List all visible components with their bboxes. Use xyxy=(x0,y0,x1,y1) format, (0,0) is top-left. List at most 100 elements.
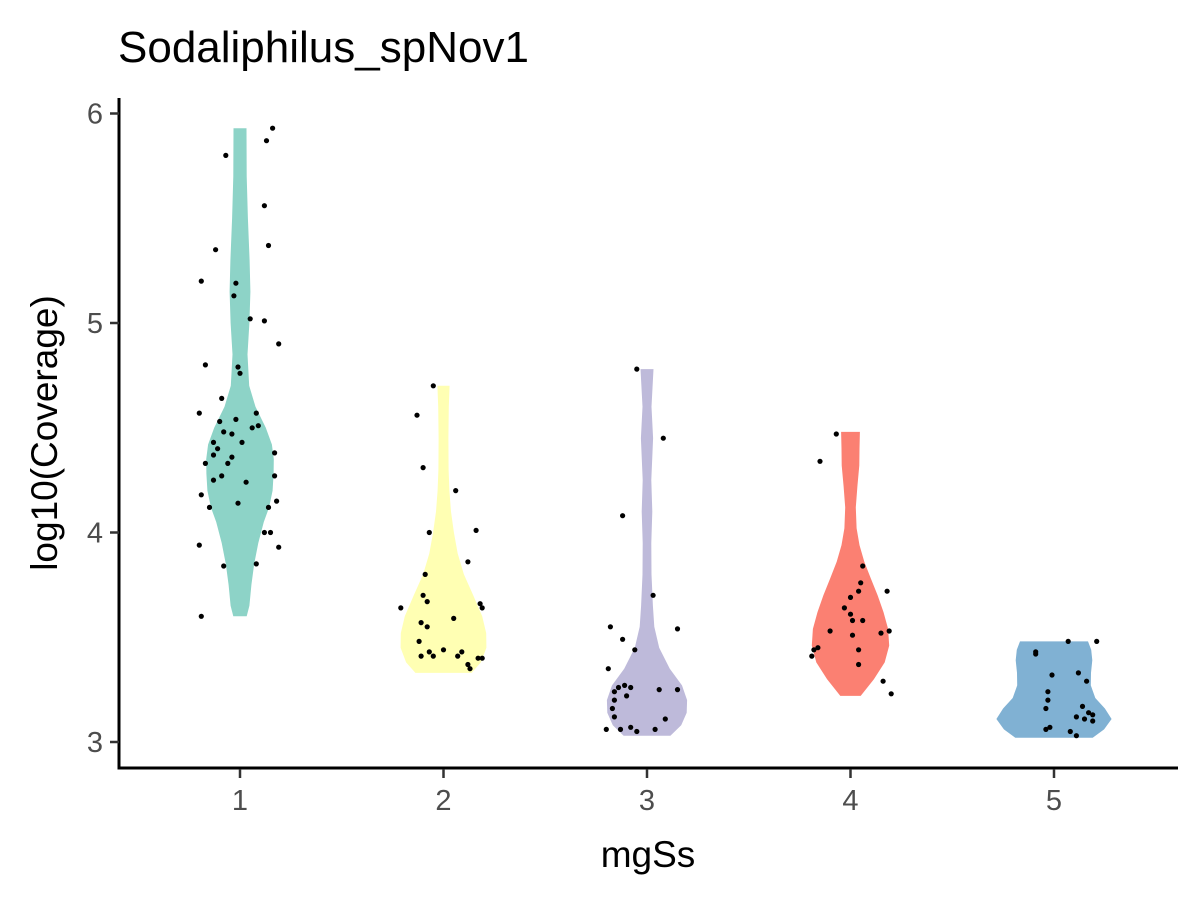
point-3-8 xyxy=(605,666,611,672)
point-2-8 xyxy=(420,592,426,598)
point-5-15 xyxy=(1090,718,1096,724)
point-2-19 xyxy=(430,653,436,659)
point-2-5 xyxy=(426,529,432,536)
point-1-16 xyxy=(219,395,225,401)
point-2-1 xyxy=(414,412,420,418)
point-5-10 xyxy=(1079,703,1086,710)
point-4-15 xyxy=(815,645,821,651)
point-3-18 xyxy=(662,716,668,722)
point-5-13 xyxy=(1081,716,1088,722)
point-1-5 xyxy=(261,203,267,209)
point-3-13 xyxy=(656,687,662,693)
chart-title: Sodaliphilus_spNov1 xyxy=(118,23,529,72)
point-1-20 xyxy=(255,423,261,429)
point-1-28 xyxy=(272,450,278,456)
point-4-18 xyxy=(809,653,815,659)
points-layer xyxy=(196,125,1100,739)
point-1-23 xyxy=(229,431,235,437)
x-tick-label-1: 1 xyxy=(232,785,248,817)
point-4-21 xyxy=(888,691,894,697)
x-tick-label-3: 3 xyxy=(639,785,655,817)
point-2-15 xyxy=(424,624,430,630)
point-1-10 xyxy=(261,318,267,324)
point-1-12 xyxy=(202,362,208,368)
point-2-26 xyxy=(467,666,473,672)
point-1-4 xyxy=(270,125,276,131)
point-1-37 xyxy=(206,504,213,510)
point-5-11 xyxy=(1086,710,1092,716)
point-5-14 xyxy=(1073,714,1079,720)
y-tick-label-4: 4 xyxy=(87,518,103,550)
point-4-7 xyxy=(841,605,848,611)
point-1-1 xyxy=(223,152,229,158)
point-1-24 xyxy=(210,439,217,445)
point-3-24 xyxy=(652,726,658,733)
point-1-6 xyxy=(265,242,272,249)
point-1-34 xyxy=(243,479,249,485)
point-4-14 xyxy=(886,628,892,634)
point-4-2 xyxy=(860,563,866,569)
point-4-3 xyxy=(858,580,864,586)
point-4-4 xyxy=(856,588,862,594)
point-1-35 xyxy=(272,473,278,479)
point-3-5 xyxy=(674,626,681,632)
point-3-14 xyxy=(674,687,681,693)
point-2-9 xyxy=(424,599,430,605)
point-3-7 xyxy=(632,647,638,653)
point-2-17 xyxy=(440,647,447,653)
point-1-21 xyxy=(249,425,255,431)
point-1-40 xyxy=(265,504,272,510)
point-3-10 xyxy=(615,684,622,691)
point-1-9 xyxy=(247,316,253,322)
x-tick-label-2: 2 xyxy=(435,785,451,817)
y-ticks: 3 4 5 6 xyxy=(87,99,119,759)
point-1-47 xyxy=(198,613,204,619)
point-1-41 xyxy=(261,529,267,536)
point-4-17 xyxy=(856,647,862,653)
violin-3 xyxy=(606,369,688,736)
point-2-16 xyxy=(416,638,422,645)
point-3-6 xyxy=(620,636,626,642)
point-5-8 xyxy=(1045,697,1051,703)
point-1-2 xyxy=(213,247,219,253)
point-3-12 xyxy=(611,689,618,695)
point-5-1 xyxy=(1094,638,1100,645)
point-3-23 xyxy=(634,728,640,735)
point-5-18 xyxy=(1067,728,1073,735)
y-tick-label-6: 6 xyxy=(87,99,103,131)
point-3-17 xyxy=(609,705,616,712)
point-3-2 xyxy=(620,513,626,519)
point-1-33 xyxy=(210,477,217,483)
point-4-12 xyxy=(849,632,856,638)
point-1-0 xyxy=(198,278,204,284)
point-1-29 xyxy=(229,454,235,460)
point-4-0 xyxy=(833,431,839,437)
point-1-45 xyxy=(221,563,227,569)
x-tick-label-5: 5 xyxy=(1046,785,1062,817)
point-5-16 xyxy=(1047,724,1053,730)
point-3-11 xyxy=(628,684,634,691)
point-1-8 xyxy=(231,293,237,299)
point-3-21 xyxy=(617,726,624,733)
point-3-22 xyxy=(628,724,634,730)
point-4-5 xyxy=(884,588,890,594)
point-2-6 xyxy=(465,559,471,565)
point-3-20 xyxy=(603,726,609,733)
point-1-19 xyxy=(233,416,239,422)
point-1-39 xyxy=(274,498,280,504)
point-4-1 xyxy=(817,458,823,464)
point-1-42 xyxy=(267,529,274,536)
point-1-13 xyxy=(235,364,241,370)
y-axis-title: log10(Coverage) xyxy=(24,295,65,571)
point-4-10 xyxy=(849,617,856,624)
point-5-17 xyxy=(1043,726,1049,733)
point-1-7 xyxy=(233,280,239,286)
point-3-4 xyxy=(607,624,614,630)
point-2-21 xyxy=(418,653,424,659)
point-2-10 xyxy=(398,605,404,611)
point-1-14 xyxy=(237,370,243,376)
point-3-16 xyxy=(611,697,618,703)
point-5-4 xyxy=(1049,672,1055,678)
point-5-19 xyxy=(1073,733,1079,739)
point-5-12 xyxy=(1090,712,1096,718)
